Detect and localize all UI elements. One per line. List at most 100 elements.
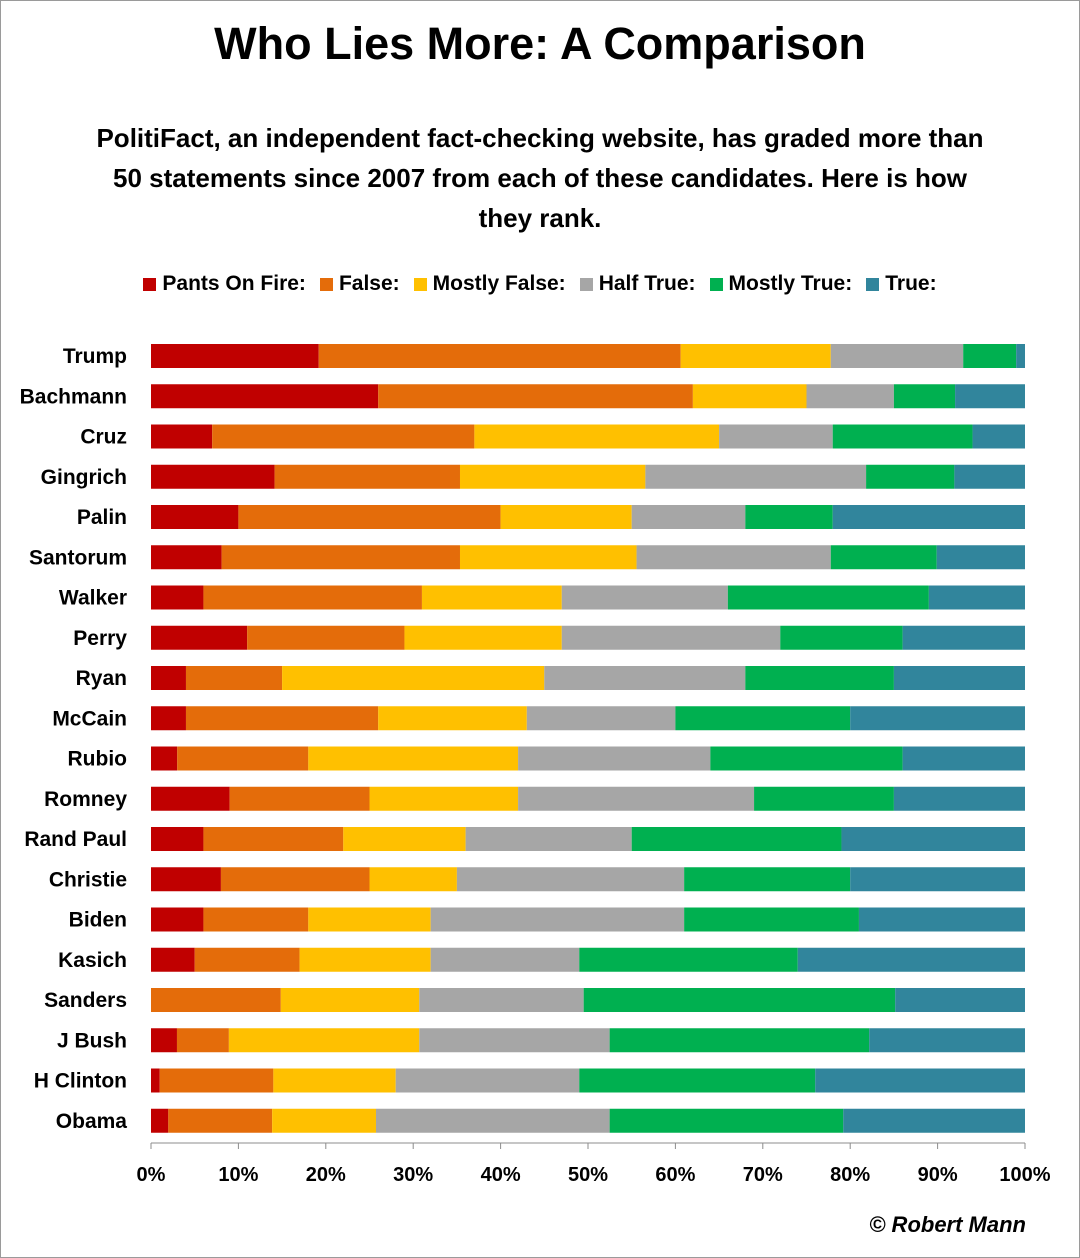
bar-segment-cruz-3 [719, 424, 833, 449]
bar-segment-sanders-2 [280, 988, 420, 1012]
bar-segment-gingrich-3 [645, 464, 867, 489]
category-label: Bachmann [20, 385, 127, 408]
x-tick-label: 30% [393, 1164, 433, 1186]
bar-segment-rand-paul-5 [841, 827, 1025, 851]
bar-segment-biden-2 [308, 907, 431, 932]
bar-segment-biden-3 [430, 907, 685, 932]
bar-segment-santorum-5 [936, 545, 1025, 570]
bar-segment-j-bush-5 [869, 1028, 1025, 1053]
bar-segment-walker-1 [203, 585, 422, 610]
bar-segment-gingrich-1 [274, 464, 460, 489]
bar-segment-rubio-3 [518, 746, 711, 771]
category-label: Palin [77, 506, 127, 529]
bar-segment-kasich-2 [299, 947, 431, 972]
bar-segment-j-bush-2 [228, 1028, 420, 1053]
bar-segment-bachmann-3 [806, 384, 894, 409]
bar-segment-obama-2 [272, 1108, 376, 1133]
x-tick-label: 20% [306, 1164, 346, 1186]
bar-segment-gingrich-2 [459, 464, 646, 489]
bar-segment-rand-paul-3 [465, 827, 632, 851]
bar-segment-kasich-1 [194, 947, 300, 972]
legend-label: Mostly False: [432, 272, 566, 295]
bar-segment-christie-4 [684, 867, 851, 892]
bar-segment-christie-5 [850, 867, 1025, 892]
bar-segment-h-clinton-2 [273, 1068, 396, 1093]
bar-segment-rubio-1 [177, 746, 309, 771]
bar-segment-obama-0 [151, 1108, 169, 1133]
bar-segment-gingrich-0 [151, 464, 275, 489]
bar-segment-romney-3 [518, 786, 755, 811]
bar-segment-christie-1 [220, 867, 370, 892]
category-label: Santorum [29, 546, 127, 569]
category-label: Christie [49, 868, 127, 891]
x-tick-label: 0% [137, 1164, 166, 1186]
bar-segment-biden-1 [203, 907, 309, 932]
legend-label: True: [885, 272, 937, 295]
bar-segment-kasich-3 [430, 947, 580, 972]
bar-segment-christie-0 [151, 867, 221, 892]
category-label: Rand Paul [24, 828, 127, 851]
bar-segment-rubio-0 [151, 746, 178, 771]
x-tick-label: 10% [218, 1164, 258, 1186]
bar-segment-santorum-0 [151, 545, 222, 570]
bar-segment-h-clinton-1 [159, 1068, 274, 1093]
legend-item: Mostly True: [709, 272, 852, 296]
bar-segment-biden-5 [858, 907, 1025, 932]
bar-segment-romney-5 [893, 786, 1025, 811]
bar-segment-christie-3 [456, 867, 685, 892]
bar-segment-trump-4 [963, 344, 1017, 368]
bar-segment-walker-4 [727, 585, 929, 610]
bar-segment-trump-2 [680, 344, 831, 368]
category-label: J Bush [57, 1029, 127, 1052]
bar-segment-j-bush-3 [419, 1028, 610, 1053]
bar-segment-walker-3 [561, 585, 728, 610]
bar-segment-rand-paul-4 [631, 827, 842, 851]
bar-segment-trump-3 [830, 344, 964, 368]
x-tick-label: 90% [918, 1164, 958, 1186]
bar-segment-rand-paul-2 [343, 827, 466, 851]
bar-segment-obama-5 [843, 1108, 1025, 1133]
bar-segment-perry-0 [151, 625, 248, 650]
bar-segment-mccain-1 [185, 706, 379, 731]
legend-swatch [413, 277, 427, 291]
bar-segment-rand-paul-1 [203, 827, 344, 851]
bar-segment-rand-paul-0 [151, 827, 204, 851]
bar-segment-mccain-4 [675, 706, 851, 731]
x-tick-label: 40% [481, 1164, 521, 1186]
credit-text: © Robert Mann [869, 1212, 1026, 1237]
bar-segment-h-clinton-5 [815, 1068, 1025, 1093]
bar-segment-palin-1 [238, 505, 501, 529]
bar-segment-trump-1 [318, 344, 681, 368]
bar-segment-h-clinton-3 [395, 1068, 580, 1093]
bar-segment-cruz-2 [474, 424, 720, 449]
legend-swatch [319, 277, 333, 291]
x-tick-label: 70% [743, 1164, 783, 1186]
legend-item: Half True: [579, 272, 696, 296]
bar-segment-santorum-1 [221, 545, 460, 570]
bar-segment-romney-0 [151, 786, 230, 811]
bar-segment-h-clinton-0 [151, 1068, 160, 1093]
bar-segment-sanders-3 [419, 988, 584, 1012]
bar-segment-santorum-3 [636, 545, 831, 570]
legend-item: True: [866, 272, 937, 296]
bar-segment-romney-4 [754, 786, 894, 811]
bar-segment-kasich-0 [151, 947, 195, 972]
bar-segment-mccain-2 [378, 706, 527, 731]
category-label: Sanders [44, 989, 127, 1012]
bar-segment-biden-4 [684, 907, 859, 932]
bar-segment-ryan-3 [544, 666, 746, 690]
bar-segment-trump-5 [1016, 344, 1025, 368]
bar-segment-palin-4 [745, 505, 833, 529]
legend-swatch [866, 277, 880, 291]
bar-segment-j-bush-4 [609, 1028, 870, 1053]
bar-segment-cruz-4 [832, 424, 973, 449]
bar-segment-mccain-0 [151, 706, 186, 731]
bar-segment-bachmann-5 [955, 384, 1025, 409]
bar-segment-cruz-5 [972, 424, 1025, 449]
bar-segment-obama-4 [609, 1108, 844, 1133]
chart-legend: Pants On Fire: False: Mostly False: Half Tr… [0, 272, 1080, 296]
bar-segment-bachmann-0 [151, 384, 379, 409]
bar-segment-walker-5 [928, 585, 1025, 610]
bar-segment-perry-3 [561, 625, 781, 650]
